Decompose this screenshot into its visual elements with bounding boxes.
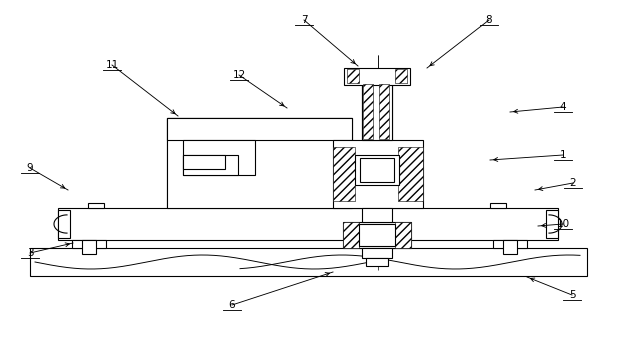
- Bar: [347, 69, 359, 83]
- Text: 9: 9: [27, 163, 33, 173]
- Bar: [362, 208, 392, 222]
- Bar: [359, 224, 395, 246]
- Bar: [167, 118, 352, 208]
- Bar: [398, 147, 423, 201]
- Text: 6: 6: [229, 300, 235, 310]
- Bar: [490, 203, 506, 208]
- Bar: [333, 140, 423, 208]
- Bar: [344, 68, 410, 85]
- Bar: [360, 158, 394, 182]
- Bar: [363, 84, 373, 139]
- Bar: [58, 210, 70, 238]
- Bar: [183, 140, 255, 175]
- Bar: [362, 248, 392, 258]
- Text: 4: 4: [560, 102, 566, 112]
- Text: 5: 5: [569, 290, 575, 300]
- Text: 8: 8: [486, 15, 492, 25]
- Bar: [183, 155, 238, 175]
- Bar: [493, 240, 527, 248]
- Bar: [395, 69, 407, 83]
- Text: 10: 10: [557, 219, 569, 229]
- Text: 7: 7: [300, 15, 307, 25]
- Bar: [333, 147, 355, 201]
- Bar: [362, 83, 392, 140]
- Text: 12: 12: [233, 70, 246, 80]
- Bar: [72, 240, 106, 248]
- Bar: [82, 240, 96, 254]
- Bar: [355, 155, 399, 185]
- Bar: [366, 258, 388, 266]
- Text: 2: 2: [569, 178, 576, 188]
- Bar: [379, 84, 389, 139]
- Text: 11: 11: [106, 60, 118, 70]
- Bar: [503, 240, 517, 254]
- Bar: [343, 222, 411, 248]
- Bar: [395, 222, 411, 248]
- Bar: [30, 248, 587, 276]
- Bar: [183, 155, 225, 169]
- Text: 1: 1: [560, 150, 566, 160]
- Bar: [58, 208, 558, 240]
- Bar: [167, 118, 352, 140]
- Bar: [343, 222, 359, 248]
- Text: 3: 3: [27, 248, 33, 258]
- Bar: [88, 203, 104, 208]
- Bar: [546, 210, 558, 238]
